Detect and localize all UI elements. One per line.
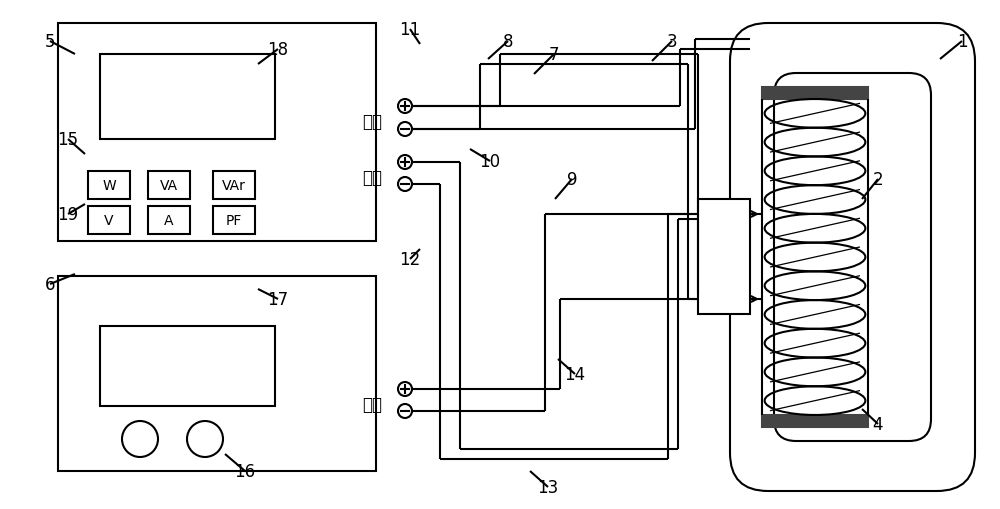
Circle shape <box>122 421 158 457</box>
Circle shape <box>398 100 412 114</box>
Bar <box>58 276 376 471</box>
Text: 7: 7 <box>549 46 559 64</box>
Text: 14: 14 <box>564 365 586 383</box>
Text: 2: 2 <box>873 171 883 189</box>
Text: 9: 9 <box>567 171 577 189</box>
Bar <box>100 326 275 406</box>
Text: 11: 11 <box>399 21 421 39</box>
Text: 电流: 电流 <box>362 168 382 187</box>
Circle shape <box>398 178 412 191</box>
Text: 电压: 电压 <box>362 113 382 131</box>
Text: A: A <box>164 214 174 228</box>
Circle shape <box>398 382 412 396</box>
Circle shape <box>398 404 412 418</box>
Bar <box>213 207 255 235</box>
Text: 16: 16 <box>234 462 256 480</box>
Bar <box>213 172 255 200</box>
Bar <box>88 207 130 235</box>
Circle shape <box>187 421 223 457</box>
Text: 13: 13 <box>537 478 559 496</box>
Text: 8: 8 <box>503 33 513 51</box>
Circle shape <box>398 156 412 169</box>
Text: 电压: 电压 <box>362 395 382 413</box>
Text: 6: 6 <box>45 275 55 293</box>
Text: VAr: VAr <box>222 179 246 192</box>
Text: 19: 19 <box>57 206 79 223</box>
Bar <box>88 172 130 200</box>
Text: PF: PF <box>226 214 242 228</box>
Bar <box>762 415 868 427</box>
Text: W: W <box>102 179 116 192</box>
Bar <box>100 55 275 140</box>
Bar <box>58 24 376 242</box>
Text: 1: 1 <box>957 33 967 51</box>
Text: 10: 10 <box>479 153 501 171</box>
Bar <box>148 172 190 200</box>
FancyBboxPatch shape <box>730 24 975 491</box>
Text: 5: 5 <box>45 33 55 51</box>
Text: 15: 15 <box>57 131 79 149</box>
FancyBboxPatch shape <box>774 74 931 441</box>
Bar <box>762 88 868 100</box>
Bar <box>698 200 750 315</box>
Text: 4: 4 <box>873 415 883 433</box>
Circle shape <box>398 123 412 137</box>
Text: 18: 18 <box>267 41 289 59</box>
Text: 17: 17 <box>267 291 289 308</box>
Text: 3: 3 <box>667 33 677 51</box>
Text: V: V <box>104 214 114 228</box>
Text: VA: VA <box>160 179 178 192</box>
Text: 12: 12 <box>399 250 421 268</box>
Bar <box>148 207 190 235</box>
